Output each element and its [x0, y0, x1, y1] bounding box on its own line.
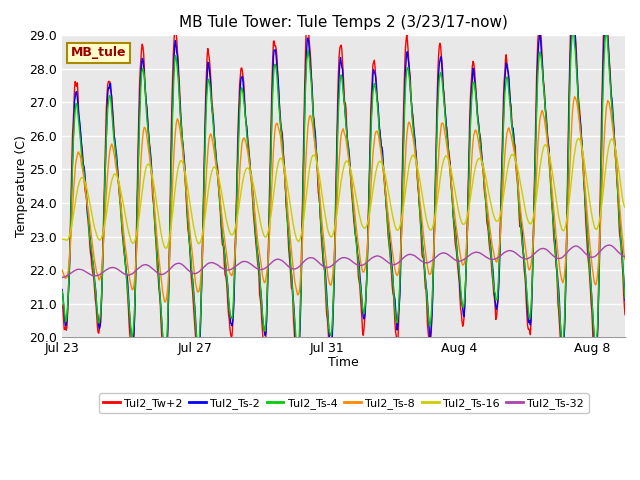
Tul2_Ts-32 — [605, 242, 613, 248]
Tul2_Ts-8 — [122, 252, 130, 257]
Tul2_Ts-8 — [173, 118, 180, 123]
Tul2_Ts-4 — [173, 60, 180, 66]
Tul2_Ts-16 — [489, 211, 497, 216]
Legend: Tul2_Tw+2, Tul2_Ts-2, Tul2_Ts-4, Tul2_Ts-8, Tul2_Ts-16, Tul2_Ts-32: Tul2_Tw+2, Tul2_Ts-2, Tul2_Ts-4, Tul2_Ts… — [99, 393, 589, 413]
Tul2_Ts-4 — [351, 216, 358, 222]
Tul2_Ts-16 — [173, 173, 180, 179]
Tul2_Ts-32 — [621, 254, 629, 260]
Tul2_Ts-4 — [58, 288, 66, 294]
Tul2_Ts-8 — [621, 256, 629, 262]
Tul2_Ts-32 — [349, 260, 357, 265]
Tul2_Tw+2 — [569, 1, 577, 7]
Tul2_Tw+2 — [162, 375, 170, 381]
Tul2_Ts-4 — [398, 206, 406, 212]
Tul2_Ts-2 — [161, 366, 169, 372]
Tul2_Ts-2 — [122, 270, 130, 276]
Tul2_Tw+2 — [122, 273, 130, 279]
Tul2_Ts-8 — [134, 218, 142, 224]
X-axis label: Time: Time — [328, 357, 359, 370]
Tul2_Tw+2 — [173, 36, 180, 42]
Tul2_Ts-8 — [351, 205, 358, 211]
Line: Tul2_Tw+2: Tul2_Tw+2 — [62, 4, 625, 378]
Tul2_Ts-4 — [602, 28, 610, 34]
Tul2_Ts-16 — [621, 204, 629, 210]
Tul2_Ts-32 — [397, 257, 405, 263]
Tul2_Ts-8 — [398, 227, 406, 232]
Tul2_Ts-16 — [122, 218, 130, 224]
Tul2_Tw+2 — [489, 281, 497, 287]
Line: Tul2_Ts-16: Tul2_Ts-16 — [62, 139, 625, 248]
Tul2_Ts-32 — [122, 272, 130, 277]
Tul2_Ts-2 — [58, 287, 66, 292]
Line: Tul2_Ts-8: Tul2_Ts-8 — [62, 97, 625, 302]
Tul2_Ts-16 — [351, 185, 358, 191]
Tul2_Ts-8 — [489, 247, 497, 252]
Tul2_Tw+2 — [621, 312, 629, 317]
Tul2_Ts-2 — [134, 163, 142, 169]
Tul2_Ts-16 — [398, 214, 406, 220]
Tul2_Ts-2 — [621, 298, 629, 303]
Tul2_Ts-4 — [122, 272, 130, 277]
Tul2_Tw+2 — [398, 187, 406, 192]
Tul2_Ts-2 — [569, 12, 577, 17]
Tul2_Ts-2 — [351, 216, 358, 222]
Tul2_Ts-2 — [489, 268, 497, 274]
Tul2_Ts-32 — [172, 261, 180, 267]
Tul2_Ts-16 — [162, 245, 170, 251]
Tul2_Tw+2 — [134, 144, 142, 149]
Y-axis label: Temperature (C): Temperature (C) — [15, 135, 28, 237]
Tul2_Ts-16 — [58, 236, 66, 242]
Tul2_Ts-32 — [134, 266, 142, 272]
Tul2_Ts-16 — [134, 222, 142, 228]
Text: MB_tule: MB_tule — [70, 47, 126, 60]
Tul2_Ts-4 — [489, 277, 497, 283]
Title: MB Tule Tower: Tule Temps 2 (3/23/17-now): MB Tule Tower: Tule Temps 2 (3/23/17-now… — [179, 15, 508, 30]
Tul2_Ts-2 — [173, 50, 180, 56]
Tul2_Ts-8 — [161, 299, 169, 305]
Tul2_Ts-2 — [398, 201, 406, 207]
Line: Tul2_Ts-2: Tul2_Ts-2 — [62, 14, 625, 369]
Tul2_Ts-8 — [571, 94, 579, 100]
Tul2_Tw+2 — [351, 222, 358, 228]
Tul2_Ts-32 — [488, 257, 496, 263]
Line: Tul2_Ts-32: Tul2_Ts-32 — [62, 245, 625, 277]
Tul2_Ts-32 — [58, 275, 66, 280]
Tul2_Ts-16 — [575, 136, 582, 142]
Tul2_Tw+2 — [58, 302, 66, 308]
Tul2_Ts-8 — [58, 267, 66, 273]
Line: Tul2_Ts-4: Tul2_Ts-4 — [62, 31, 625, 361]
Tul2_Ts-4 — [134, 172, 142, 178]
Tul2_Ts-4 — [161, 359, 169, 364]
Tul2_Ts-4 — [621, 295, 629, 301]
